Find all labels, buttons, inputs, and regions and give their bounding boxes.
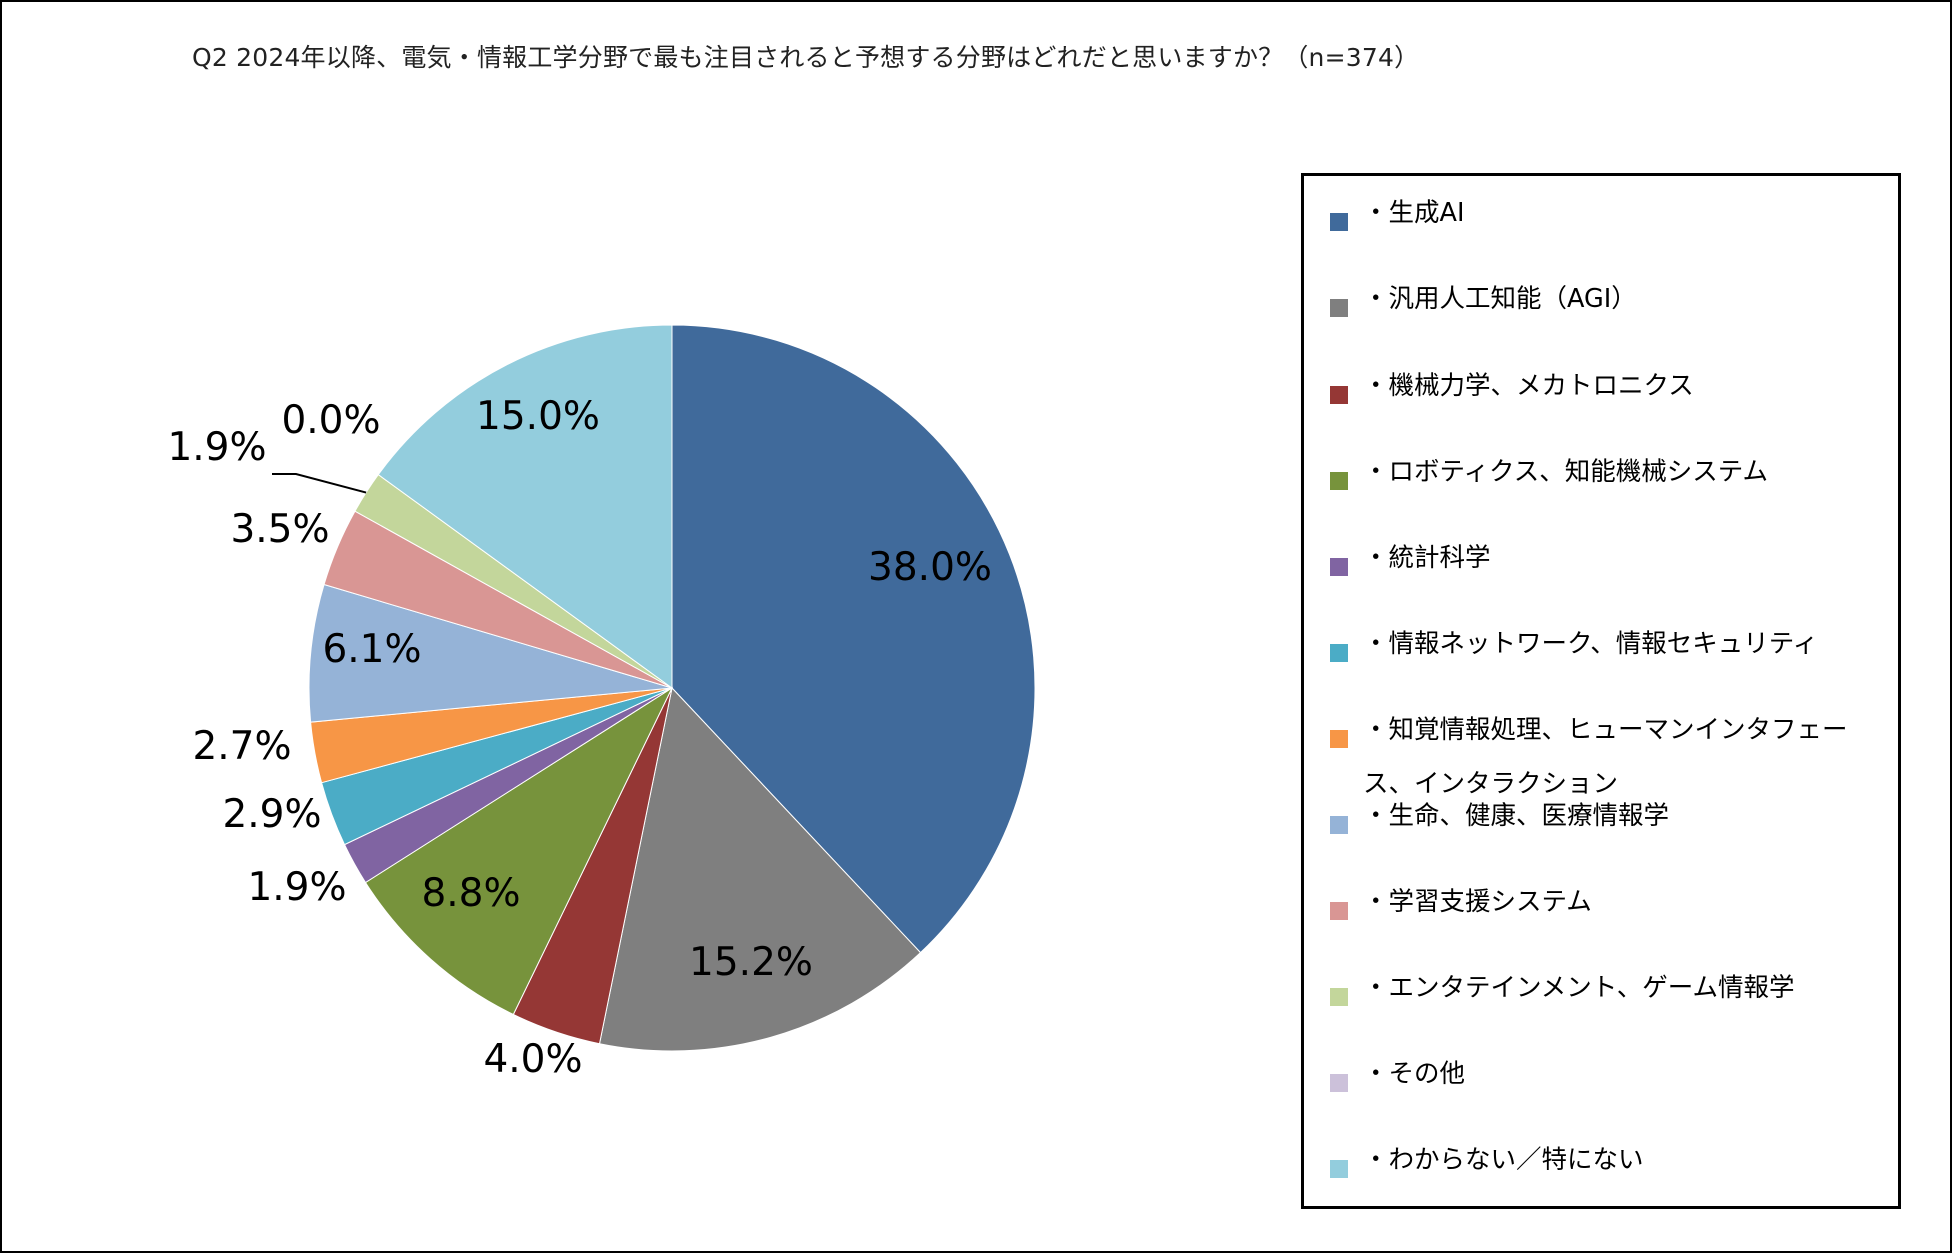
legend-label: ・生成AI (1363, 198, 1465, 228)
pie-slice-8 (308, 583, 673, 723)
data-label-11: 0.0% (281, 398, 380, 443)
legend-label: ・生命、健康、医療情報学 (1363, 801, 1670, 831)
pie-slice-2 (598, 686, 922, 1052)
legend-label: ・情報ネットワーク、情報セキュリティ (1363, 629, 1819, 659)
legend: ・生成AI ・汎用人工知能（AGI） ・機械力学、メカトロニクス・ロボティクス、知能… (1301, 173, 1901, 1209)
data-label-5: 1.9% (247, 865, 346, 910)
legend-label: ・機械力学、メカトロニクス (1363, 371, 1694, 401)
legend-label: ・エンタテインメント、ゲーム情報学 (1363, 973, 1795, 1003)
data-label-1: 38.0% (868, 545, 992, 590)
legend-swatch (1330, 644, 1348, 662)
legend-label: ・学習支援システム (1363, 887, 1592, 917)
legend-swatch (1330, 213, 1348, 231)
data-label-12: 15.0% (476, 394, 600, 439)
data-label-2: 15.2% (689, 940, 813, 985)
data-label-6: 2.9% (222, 792, 321, 837)
legend-swatch (1330, 1074, 1348, 1092)
data-label-10: 1.9% (167, 425, 266, 470)
legend-swatch (1330, 988, 1348, 1006)
data-label-9: 3.5% (230, 507, 329, 552)
pie-slice-4 (364, 686, 674, 1016)
legend-label: ・汎用人工知能（AGI） (1363, 284, 1637, 314)
data-label-3: 4.0% (483, 1037, 582, 1082)
data-label-8: 6.1% (322, 627, 421, 672)
data-label-7: 2.7% (192, 724, 291, 769)
chart-title: Q2 2024年以降、電気・情報工学分野で最も注目されると予想する分野はどれだと… (192, 43, 1420, 72)
label-leader-line (272, 473, 367, 494)
legend-swatch (1330, 902, 1348, 920)
legend-label: ・その他 (1363, 1059, 1466, 1089)
data-label-4: 8.8% (421, 871, 520, 916)
legend-swatch (1330, 386, 1348, 404)
legend-swatch (1330, 730, 1348, 748)
legend-swatch (1330, 472, 1348, 490)
legend-swatch (1330, 816, 1348, 834)
legend-label: ・統計科学 (1363, 543, 1491, 573)
legend-swatch (1330, 558, 1348, 576)
pie-slice-1 (671, 324, 1036, 954)
legend-swatch (1330, 299, 1348, 317)
legend-swatch (1330, 1160, 1348, 1178)
pie-slice-12 (377, 324, 673, 689)
legend-label: ・知覚情報処理、ヒューマンインタフェース、インタラクション (1363, 715, 1848, 799)
legend-label: ・わからない／特にない (1363, 1145, 1644, 1175)
legend-label: ・ロボティクス、知能機械システム (1363, 457, 1768, 487)
